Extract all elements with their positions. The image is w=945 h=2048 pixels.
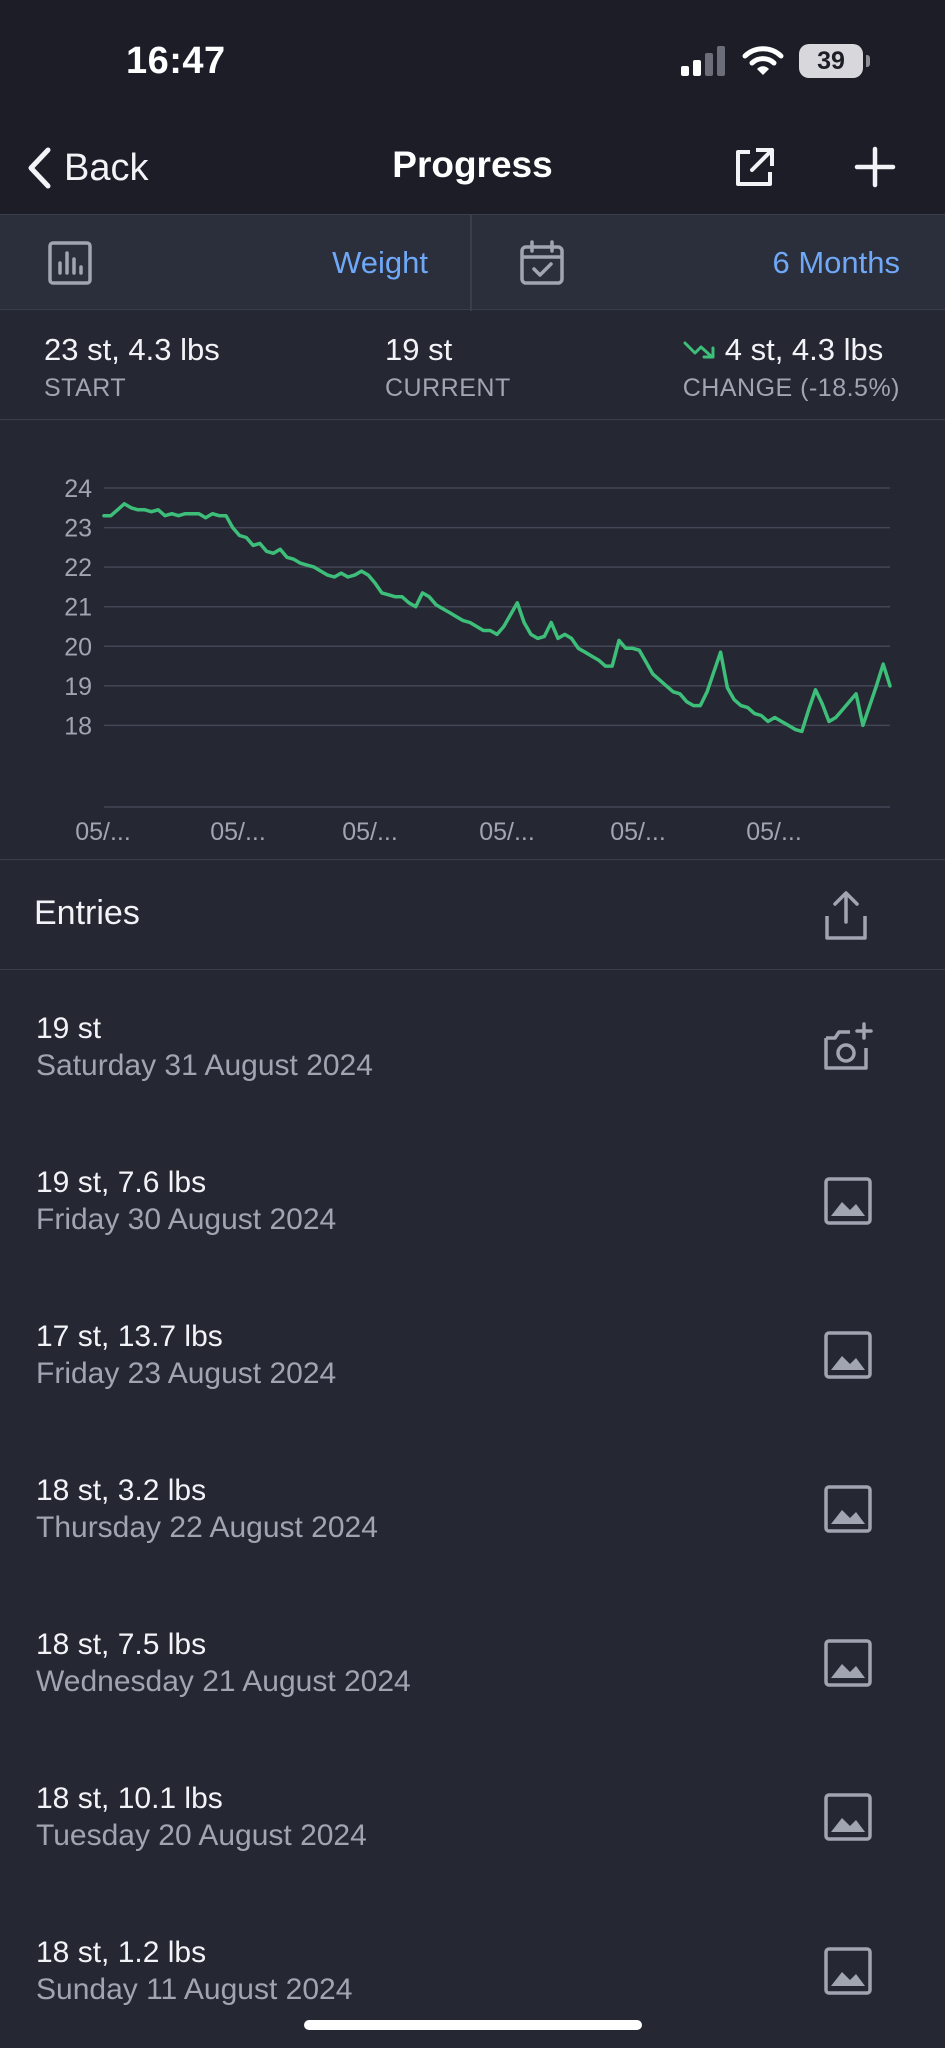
stat-current: 19 st CURRENT [385, 332, 511, 403]
y-tick-label: 22 [64, 554, 92, 582]
add-photo-icon[interactable] [820, 1020, 876, 1074]
weight-series-line [102, 502, 892, 734]
trend-down-icon [683, 341, 715, 359]
entry-date: Sunday 11 August 2024 [36, 1973, 353, 2006]
bar-chart-icon[interactable] [46, 239, 94, 287]
start-label: START [44, 374, 127, 402]
battery-level: 39 [817, 46, 845, 75]
entry-value: 18 st, 10.1 lbs [36, 1782, 223, 1815]
entry-date: Saturday 31 August 2024 [36, 1049, 373, 1082]
photo-icon[interactable] [820, 1174, 876, 1228]
start-value: 23 st, 4.3 lbs [44, 332, 220, 367]
status-icons: 39 [679, 44, 870, 78]
list-item[interactable]: 19 st, 7.6 lbs Friday 30 August 2024 [0, 1124, 945, 1278]
current-value: 19 st [385, 332, 453, 367]
add-icon[interactable] [852, 144, 898, 190]
list-item[interactable]: 18 st, 3.2 lbs Thursday 22 August 2024 [0, 1432, 945, 1586]
battery-icon: 39 [799, 44, 870, 78]
weight-line-chart: 24 23 22 21 20 19 18 05/... 05/... 05/... 05/... 05… [64, 475, 892, 846]
entry-date: Wednesday 21 August 2024 [36, 1665, 411, 1698]
entries-list: 19 st Saturday 31 August 2024 19 st, 7.6… [0, 970, 945, 2048]
change-label: CHANGE (-18.5%) [682, 374, 900, 402]
nav-bar: Back Progress [0, 132, 945, 204]
entry-date: Friday 30 August 2024 [36, 1203, 337, 1236]
calendar-check-icon[interactable] [518, 239, 566, 287]
entry-date: Thursday 22 August 2024 [36, 1511, 378, 1544]
entries-title: Entries [34, 894, 140, 932]
entries-header: Entries [0, 860, 945, 970]
chevron-left-icon [28, 147, 51, 189]
y-tick-label: 20 [64, 633, 92, 661]
current-label: CURRENT [385, 374, 511, 402]
list-item[interactable]: 18 st, 7.5 lbs Wednesday 21 August 2024 [0, 1586, 945, 1740]
metric-selector[interactable]: Weight [332, 245, 428, 280]
status-time: 16:47 [126, 40, 226, 82]
photo-icon[interactable] [820, 1790, 876, 1844]
list-item[interactable]: 17 st, 13.7 lbs Friday 23 August 2024 [0, 1278, 945, 1432]
y-tick-label: 23 [64, 515, 92, 543]
stat-change: 4 st, 4.3 lbs CHANGE (-18.5%) [683, 332, 900, 403]
entry-date: Tuesday 20 August 2024 [36, 1819, 367, 1852]
export-icon[interactable] [822, 890, 870, 942]
y-tick-label: 21 [64, 594, 92, 622]
back-label: Back [64, 146, 149, 189]
photo-icon[interactable] [820, 1636, 876, 1690]
photo-icon[interactable] [820, 1944, 876, 1998]
range-selector[interactable]: 6 Months [772, 245, 900, 280]
entry-value: 18 st, 1.2 lbs [36, 1936, 207, 1969]
entry-value: 19 st [36, 1012, 102, 1045]
top-bar: 16:47 39 Back [0, 0, 945, 214]
signal-icon [681, 46, 725, 76]
x-tick-label: 05/... [479, 818, 535, 846]
open-external-icon[interactable] [730, 144, 778, 192]
list-item[interactable]: 18 st, 10.1 lbs Tuesday 20 August 2024 [0, 1740, 945, 1894]
y-tick-label: 19 [64, 673, 92, 701]
page-title: Progress [392, 144, 553, 185]
x-tick-label: 05/... [75, 818, 131, 846]
x-tick-label: 05/... [342, 818, 398, 846]
list-item[interactable]: 18 st, 1.2 lbs Sunday 11 August 2024 [0, 1894, 945, 2048]
x-tick-label: 05/... [210, 818, 266, 846]
entry-value: 19 st, 7.6 lbs [36, 1166, 207, 1199]
entry-value: 18 st, 7.5 lbs [36, 1628, 207, 1661]
y-tick-label: 24 [64, 475, 92, 503]
stats-summary: 23 st, 4.3 lbs START 19 st CURRENT 4 st,… [0, 310, 945, 420]
y-tick-label: 18 [64, 712, 92, 740]
change-value: 4 st, 4.3 lbs [724, 332, 884, 367]
entry-value: 18 st, 3.2 lbs [36, 1474, 207, 1507]
weight-chart: 24 23 22 21 20 19 18 05/... 05/... 05/... 05/... 05… [0, 420, 945, 860]
stat-start: 23 st, 4.3 lbs START [44, 332, 220, 403]
filter-divider [470, 215, 472, 311]
x-tick-label: 05/... [610, 818, 666, 846]
entry-date: Friday 23 August 2024 [36, 1357, 337, 1390]
photo-icon[interactable] [820, 1328, 876, 1382]
entry-value: 17 st, 13.7 lbs [36, 1320, 223, 1353]
filter-bar: Weight 6 Months [0, 214, 945, 311]
wifi-icon [742, 46, 784, 75]
home-indicator[interactable] [304, 2020, 642, 2030]
photo-icon[interactable] [820, 1482, 876, 1536]
x-tick-label: 05/... [746, 818, 802, 846]
back-button[interactable]: Back [26, 132, 148, 204]
list-item[interactable]: 19 st Saturday 31 August 2024 [0, 970, 945, 1124]
